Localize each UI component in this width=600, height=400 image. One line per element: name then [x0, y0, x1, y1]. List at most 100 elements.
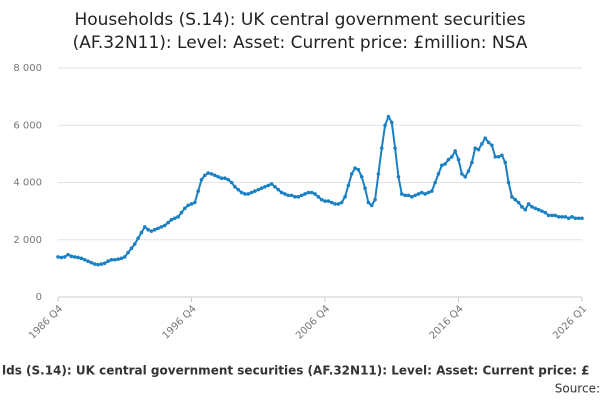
- data-point: [500, 153, 504, 158]
- data-point: [303, 192, 307, 196]
- data-point: [349, 172, 354, 176]
- data-point: [353, 166, 357, 170]
- data-point: [306, 190, 311, 195]
- data-point: [102, 261, 107, 266]
- data-point: [116, 257, 120, 262]
- data-point: [136, 236, 140, 241]
- data-point: [59, 255, 64, 260]
- data-point: [369, 203, 374, 208]
- data-point: [480, 142, 484, 146]
- data-point: [289, 193, 294, 198]
- data-point: [533, 206, 538, 211]
- data-point: [346, 183, 351, 188]
- data-point: [236, 187, 241, 192]
- data-point: [426, 190, 431, 195]
- data-point: [256, 187, 261, 192]
- data-point: [323, 199, 327, 203]
- data-point: [493, 154, 498, 159]
- data-point: [142, 225, 147, 229]
- data-point: [149, 229, 154, 233]
- data-point: [329, 200, 334, 205]
- data-point: [129, 246, 134, 251]
- data-point: [393, 146, 397, 150]
- x-tick-label: 2006 Q4: [294, 303, 332, 341]
- data-point: [409, 195, 414, 199]
- data-point: [112, 257, 117, 262]
- data-point: [450, 154, 454, 159]
- data-point: [62, 255, 67, 259]
- data-point: [259, 186, 264, 191]
- data-point: [279, 190, 284, 195]
- data-point: [169, 217, 174, 222]
- data-point: [223, 176, 227, 181]
- data-point: [253, 189, 257, 193]
- x-tick-label: 1996 Q4: [161, 303, 199, 341]
- data-point: [229, 180, 234, 185]
- data-point: [286, 193, 291, 198]
- data-point: [516, 200, 521, 205]
- data-point: [496, 154, 501, 159]
- source: Source:: [555, 382, 600, 396]
- data-point: [433, 180, 437, 185]
- data-point: [246, 192, 251, 196]
- data-point: [463, 174, 467, 179]
- data-point: [126, 250, 130, 255]
- data-point: [56, 255, 60, 259]
- y-tick-label: 8 000: [13, 63, 42, 74]
- data-point: [99, 262, 104, 266]
- data-point: [273, 184, 277, 189]
- data-point: [526, 202, 531, 206]
- data-point: [419, 190, 424, 195]
- data-point: [510, 195, 514, 199]
- y-tick-label: 2 000: [13, 235, 42, 246]
- data-point: [399, 192, 404, 196]
- data-point: [453, 149, 457, 153]
- data-point: [66, 252, 70, 257]
- data-point: [106, 259, 110, 264]
- data-point: [406, 193, 411, 198]
- data-point: [89, 260, 94, 265]
- y-tick-label: 6 000: [13, 120, 42, 131]
- data-point: [243, 192, 247, 196]
- data-point: [436, 172, 441, 176]
- data-point: [506, 180, 511, 185]
- data-point: [523, 207, 528, 212]
- data-point: [513, 197, 518, 202]
- data-point: [546, 213, 551, 218]
- data-point: [446, 157, 451, 162]
- data-point: [336, 202, 341, 206]
- data-point: [356, 167, 361, 172]
- data-point: [333, 202, 337, 206]
- data-point: [503, 160, 508, 165]
- data-point: [72, 255, 77, 259]
- data-point: [132, 242, 137, 246]
- data-point: [476, 147, 481, 152]
- data-point: [216, 174, 221, 179]
- data-point: [383, 123, 387, 128]
- data-point: [396, 174, 401, 179]
- data-point: [293, 195, 297, 199]
- data-point: [309, 190, 314, 195]
- data-point: [179, 210, 184, 215]
- data-point: [196, 189, 200, 193]
- data-point: [456, 157, 461, 162]
- data-point: [576, 216, 581, 221]
- data-point: [580, 216, 584, 221]
- data-point: [263, 184, 267, 189]
- data-point: [152, 227, 157, 232]
- data-point: [553, 213, 558, 218]
- data-point: [570, 215, 574, 219]
- data-point: [159, 225, 164, 229]
- data-point: [366, 200, 371, 205]
- data-point: [313, 192, 317, 196]
- data-point: [139, 230, 144, 235]
- data-point: [386, 114, 391, 119]
- data-point: [213, 173, 217, 178]
- data-point: [92, 262, 97, 266]
- data-point: [389, 120, 394, 125]
- data-point: [163, 223, 167, 228]
- series-line: [57, 114, 582, 266]
- data-point: [119, 256, 124, 261]
- data-point: [440, 163, 444, 168]
